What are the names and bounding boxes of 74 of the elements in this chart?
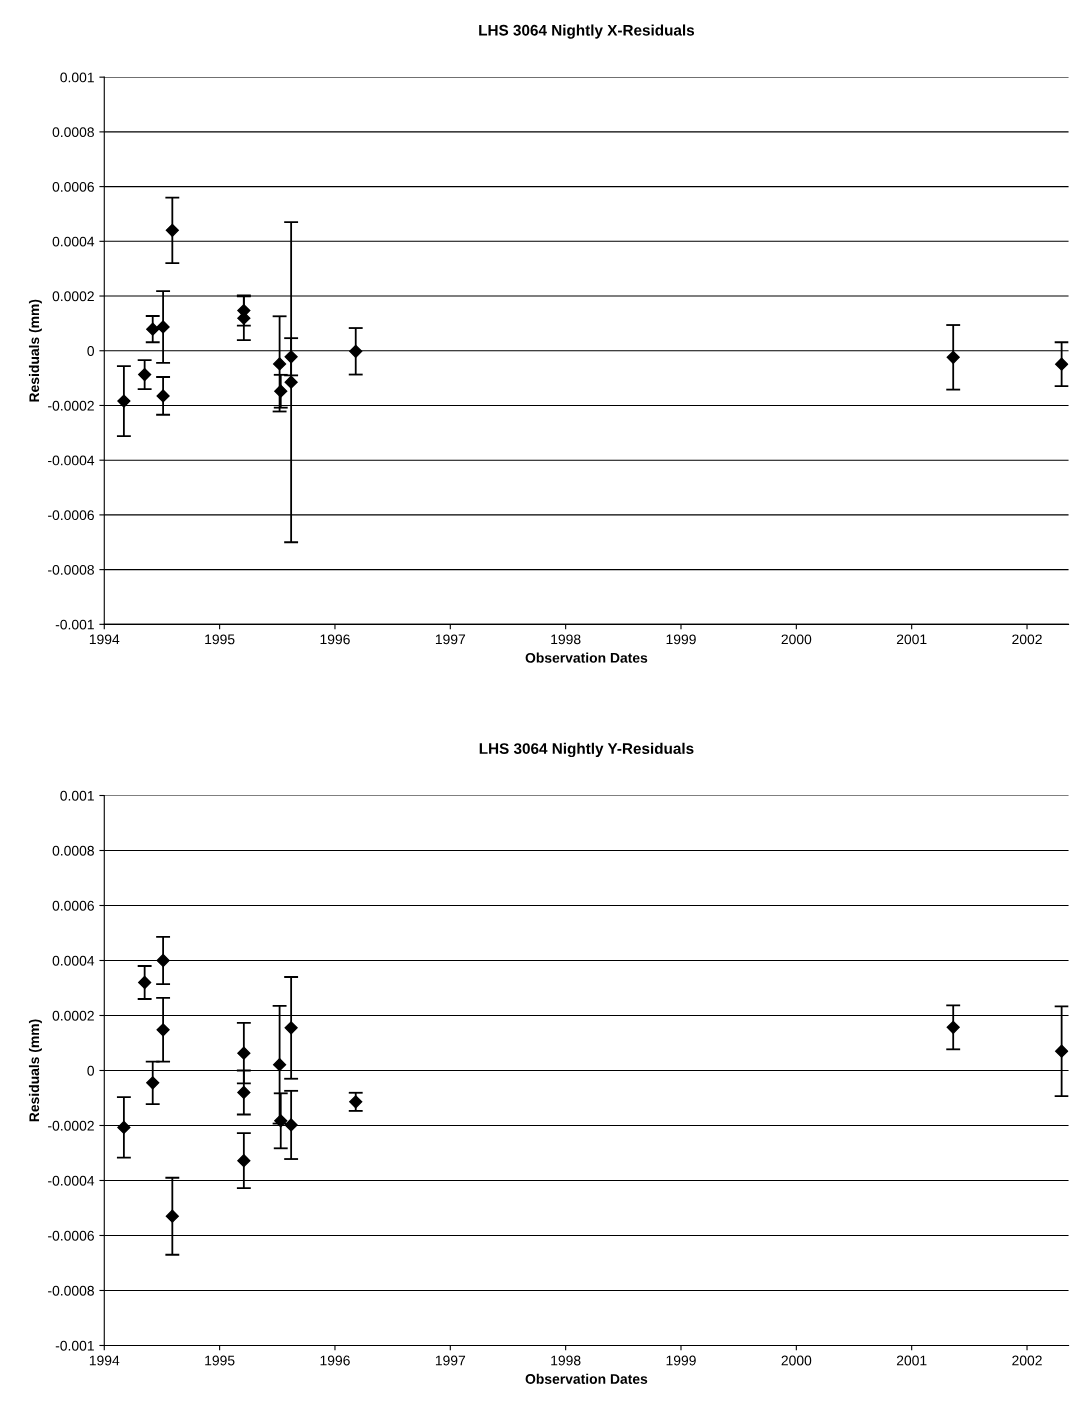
x-tick-label: 1998: [551, 1355, 581, 1366]
x-tick-label: 1999: [666, 1355, 696, 1366]
y-tick-label: 0: [87, 1065, 95, 1076]
y-tick-label: -0.0006: [48, 1230, 94, 1241]
point: [946, 350, 960, 364]
y-tick-label: 0.0006: [52, 900, 94, 911]
x-tick-label: 2000: [781, 1355, 812, 1366]
x-tick-label: 1998: [551, 634, 581, 645]
x-tick-label: 1997: [435, 1355, 466, 1366]
point: [1055, 1044, 1069, 1058]
point: [349, 344, 363, 358]
point: [1055, 357, 1069, 371]
point: [117, 1120, 131, 1134]
point: [349, 1095, 363, 1109]
x-tick-label: 1994: [89, 634, 120, 645]
x-tick-label: 1999: [666, 634, 696, 645]
point: [156, 389, 170, 403]
point: [165, 1209, 179, 1223]
y-tick-label: -0.0004: [48, 1175, 95, 1186]
y-axis-title: Residuals (mm): [28, 299, 42, 402]
point: [284, 1118, 298, 1132]
y-tick-label: -0.0008: [48, 1285, 94, 1296]
point: [156, 1023, 170, 1037]
y-axis-title: Residuals (mm): [28, 1019, 42, 1122]
point: [274, 1114, 288, 1128]
y-tick-label: 0.0008: [52, 127, 94, 138]
y-tick-label: 0.0002: [52, 1010, 94, 1021]
x-tick-label: 1995: [205, 634, 235, 645]
point: [156, 953, 170, 968]
y-tick-label: 0.0006: [52, 181, 94, 192]
y-tick-label: -0.001: [55, 1340, 94, 1351]
chart-title: LHS 3064 Nightly X-Residuals: [479, 24, 695, 39]
point: [165, 223, 179, 237]
x-tick-label: 2002: [1012, 634, 1042, 645]
point: [138, 975, 152, 990]
y-tick-label: -0.0006: [48, 510, 94, 521]
point: [237, 1046, 251, 1060]
x-tick-label: 2000: [781, 634, 812, 645]
point: [146, 1076, 160, 1090]
x-tick-label: 2002: [1012, 1355, 1042, 1366]
y-tick-label: 0.0002: [52, 291, 94, 302]
chart-title: LHS 3064 Nightly Y-Residuals: [479, 742, 694, 758]
point: [274, 384, 288, 398]
x-tick-label: 1997: [435, 634, 466, 645]
x-tick-label: 2001: [896, 634, 927, 645]
y-tick-label: 0.0004: [52, 236, 95, 247]
y-tick-label: -0.0002: [48, 1120, 94, 1131]
y-tick-label: 0.0008: [52, 845, 94, 856]
point: [156, 320, 170, 334]
point: [237, 1154, 251, 1168]
point: [946, 1020, 960, 1034]
y-tick-label: -0.001: [55, 619, 94, 630]
point: [237, 1085, 251, 1100]
x-tick-label: 1996: [320, 634, 350, 645]
y-tick-label: -0.0002: [48, 400, 94, 411]
point: [117, 394, 131, 408]
y-tick-label: 0.001: [60, 72, 94, 83]
point: [146, 322, 160, 336]
point: [138, 367, 152, 382]
point: [284, 1021, 298, 1035]
point: [273, 1058, 287, 1072]
y-tick-label: 0.0004: [52, 955, 95, 966]
y-tick-label: 0: [87, 346, 95, 356]
x-tick-label: 2001: [896, 1355, 927, 1366]
x-tick-label: 1995: [205, 1355, 235, 1366]
point: [273, 357, 287, 371]
point: [284, 350, 298, 364]
x-axis-title: Observation Dates: [525, 1373, 648, 1384]
x-axis-title: Observation Dates: [525, 652, 648, 663]
y-tick-label: -0.0004: [48, 455, 95, 466]
y-tick-label: -0.0008: [48, 564, 94, 575]
x-tick-label: 1994: [89, 1355, 120, 1366]
y-tick-label: 0.001: [60, 790, 94, 801]
x-tick-label: 1996: [320, 1355, 350, 1366]
